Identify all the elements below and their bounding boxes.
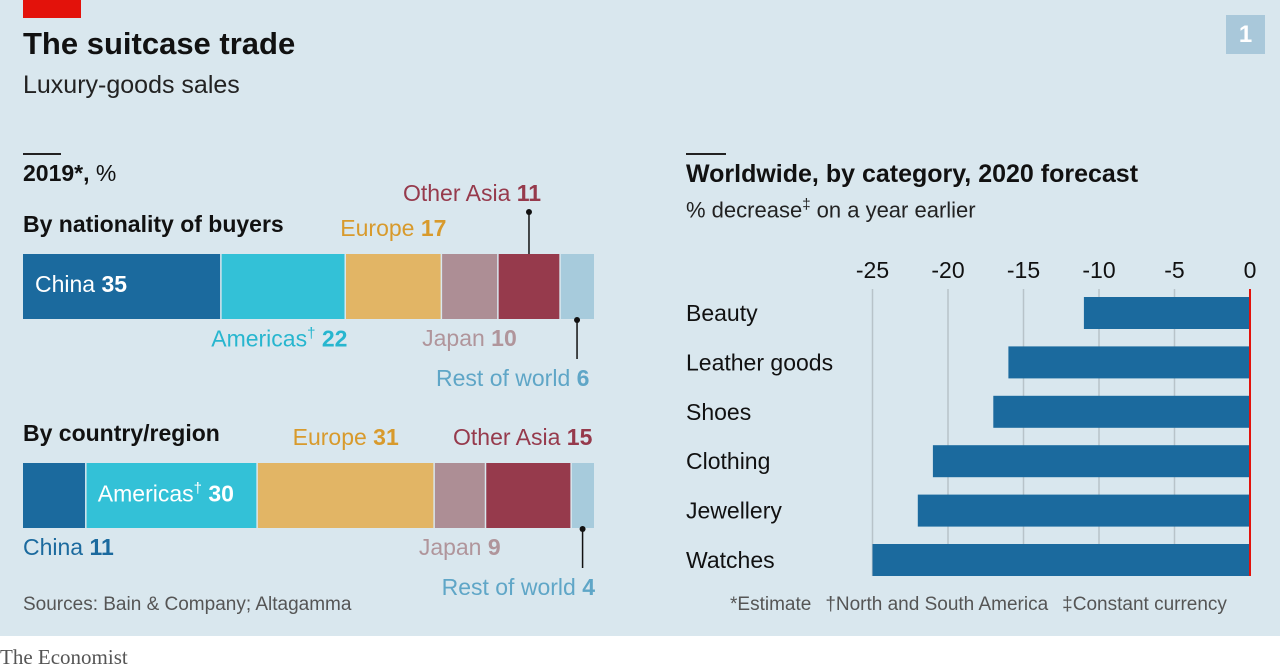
chart-canvas: -25 -20 -15 -10 -5 0 Beauty Leather goods Shoes C…	[23, 209, 1257, 576]
bar-jewellery	[917, 494, 1250, 527]
x-tick-label-1: -20	[931, 257, 964, 283]
right-subheading: % decrease‡ on a year earlier	[686, 196, 976, 223]
bar2-americas-label: Americas† 30	[97, 480, 234, 507]
economist-logo: The Economist	[0, 645, 128, 669]
bar1-china-segment	[23, 254, 221, 319]
bar-shoes	[993, 395, 1250, 428]
bar2-other-asia-label: Other Asia 15	[453, 424, 593, 450]
bar-leather-goods	[1008, 346, 1250, 379]
bar2-europe-label: Europe 31	[292, 424, 399, 450]
bar2-rest-of-world-leader-dot	[579, 526, 586, 532]
right-subheading-mark: ‡	[802, 196, 811, 213]
bar2-rest-of-world-label: Rest of world 4	[441, 574, 595, 600]
bar1-other-asia-leader-dot	[525, 209, 532, 215]
x-tick-label-5: 0	[1244, 257, 1257, 283]
country-title: By country/region	[23, 420, 220, 446]
bar-beauty	[1083, 297, 1250, 329]
footnote-currency: ‡Constant currency	[1062, 594, 1227, 615]
right-heading: Worldwide, by category, 2020 forecast	[686, 160, 1139, 188]
right-subheading-pre: % decrease	[686, 197, 803, 223]
right-heading-rule	[686, 153, 726, 155]
footnote-americas: †North and South America	[825, 594, 1049, 615]
left-heading-unit: %	[95, 160, 117, 186]
bar2-japan-label: Japan 9	[418, 534, 501, 560]
bar2-rest-of-world-segment	[571, 463, 594, 528]
chart-number-badge: 1	[1226, 15, 1265, 54]
brand-red-tag	[23, 0, 81, 18]
category-label-watches: Watches	[686, 547, 775, 573]
nationality-title: By nationality of buyers	[23, 211, 284, 237]
x-tick-label-0: -25	[856, 257, 889, 283]
bar-watches	[872, 544, 1250, 576]
bar1-rest-of-world-segment	[560, 254, 594, 319]
bar1-other-asia-label: Other Asia 11	[402, 180, 542, 206]
x-tick-label-2: -15	[1007, 257, 1040, 283]
bar2-europe-segment	[257, 463, 435, 528]
bar1-europe-segment	[345, 254, 442, 319]
sources-note: Sources: Bain & Company; Altagamma	[23, 594, 352, 615]
left-heading: 2019*, %	[23, 160, 116, 187]
left-heading-rule	[23, 153, 61, 155]
footnotes: *Estimate †North and South America ‡Consta…	[730, 594, 1227, 616]
bar1-rest-of-world-leader-dot	[574, 317, 581, 323]
category-label-leather-goods: Leather goods	[686, 349, 833, 375]
bar1-japan-segment	[441, 254, 498, 319]
bar1-rest-of-world-label: Rest of world 6	[436, 365, 590, 391]
x-tick-label-4: -5	[1164, 257, 1184, 283]
footnote-estimate: *Estimate	[730, 594, 812, 615]
category-label-shoes: Shoes	[686, 399, 751, 425]
bar2-japan-segment	[434, 463, 486, 528]
category-label-beauty: Beauty	[686, 300, 758, 326]
bar-clothing	[932, 445, 1250, 478]
x-tick-label-3: -10	[1082, 257, 1115, 283]
bar1-europe-label: Europe 17	[340, 215, 447, 241]
bar2-china-label: China 11	[23, 534, 114, 560]
category-label-jewellery: Jewellery	[686, 498, 782, 524]
bar2-americas-segment	[85, 463, 258, 528]
bar1-china-label: China 35	[35, 271, 128, 297]
right-subheading-post: on a year earlier	[810, 197, 976, 223]
category-label-clothing: Clothing	[686, 448, 770, 474]
chart-title: The suitcase trade	[23, 26, 296, 61]
bar1-americas-segment	[220, 254, 346, 319]
chart-subtitle: Luxury-goods sales	[23, 71, 240, 99]
bar1-other-asia-segment	[497, 254, 561, 319]
left-heading-year: 2019*,	[23, 160, 90, 186]
bar2-china-segment	[23, 463, 86, 528]
bar2-other-asia-segment	[485, 463, 572, 528]
bar1-americas-label: Americas† 22	[211, 325, 348, 352]
bar1-japan-label: Japan 10	[422, 325, 517, 351]
